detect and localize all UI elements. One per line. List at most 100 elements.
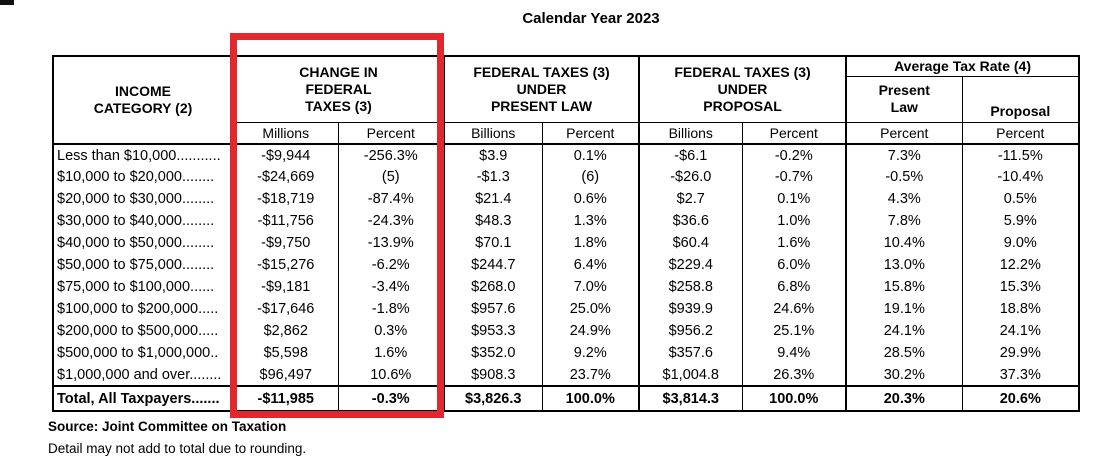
subheader-change-millions: Millions bbox=[232, 121, 338, 145]
total-proposal-billions-cell: $3,814.3 bbox=[638, 385, 743, 411]
subheader-change-percent: Percent bbox=[337, 121, 444, 145]
total-present-percent-cell: 100.0% bbox=[541, 385, 640, 411]
proposal-billions-cell: $258.8 bbox=[638, 276, 743, 298]
change-percent-cell: -6.2% bbox=[337, 254, 444, 276]
proposal-percent-cell: 25.1% bbox=[741, 320, 847, 342]
income-category-cell: Less than $10,000........... bbox=[57, 147, 221, 164]
income-category-cell: $20,000 to $30,000........ bbox=[57, 191, 215, 207]
avg-rate-proposal-cell: -10.4% bbox=[961, 166, 1080, 188]
proposal-percent-cell: -0.7% bbox=[741, 166, 847, 188]
avg-rate-present-law-cell: -0.5% bbox=[845, 166, 963, 188]
income-category-cell: $500,000 to $1,000,000.. bbox=[57, 345, 219, 361]
present-law-billions-cell: $21.4 bbox=[443, 188, 542, 210]
proposal-percent-cell: -0.2% bbox=[741, 144, 847, 166]
proposal-billions-cell: $1,004.8 bbox=[638, 364, 743, 386]
present-law-billions-cell: $908.3 bbox=[443, 364, 542, 386]
present-law-billions-cell: $953.3 bbox=[443, 320, 542, 342]
present-law-percent-cell: 24.9% bbox=[541, 320, 640, 342]
table-row: $10,000 to $20,000........ -$24,669 (5) … bbox=[53, 166, 1080, 188]
present-law-percent-cell: (6) bbox=[541, 166, 640, 188]
page-title: Calendar Year 2023 bbox=[522, 10, 660, 27]
change-percent-cell: -256.3% bbox=[337, 144, 444, 166]
table-row: $30,000 to $40,000........ -$11,756 -24.… bbox=[53, 210, 1080, 232]
subheader-avg-present-percent: Percent bbox=[845, 121, 963, 145]
income-category-cell: $1,000,000 and over........ bbox=[57, 366, 222, 383]
subheader-present-billions: Billions bbox=[443, 121, 542, 145]
column-group-average-tax-rate: Average Tax Rate (4) bbox=[845, 56, 1080, 77]
present-law-billions-cell: $244.7 bbox=[443, 254, 542, 276]
present-law-percent-cell: 0.1% bbox=[541, 144, 640, 166]
total-category-cell: Total, All Taxpayers....... bbox=[53, 385, 233, 411]
present-law-percent-cell: 6.4% bbox=[541, 254, 640, 276]
avg-rate-present-law-cell: 19.1% bbox=[845, 298, 963, 320]
proposal-billions-cell: -$6.1 bbox=[638, 144, 743, 166]
proposal-billions-cell: $229.4 bbox=[638, 254, 743, 276]
avg-rate-present-law-cell: 24.1% bbox=[845, 320, 963, 342]
tax-table: INCOME CATEGORY (2) CHANGE IN FEDERAL TA… bbox=[52, 55, 1081, 412]
column-group-change-in-federal-taxes: CHANGE IN FEDERAL TAXES (3) bbox=[232, 56, 444, 122]
change-millions-cell: -$18,719 bbox=[232, 188, 338, 210]
present-law-billions-cell: $70.1 bbox=[443, 232, 542, 254]
change-millions-cell: -$24,669 bbox=[232, 166, 338, 188]
proposal-percent-cell: 24.6% bbox=[741, 298, 847, 320]
change-millions-cell: $2,862 bbox=[232, 320, 338, 342]
table-total: Total, All Taxpayers....... -$11,985 -0.… bbox=[53, 385, 1080, 411]
change-percent-cell: -13.9% bbox=[337, 232, 444, 254]
rounding-note: Detail may not add to total due to round… bbox=[48, 441, 307, 456]
proposal-billions-cell: $357.6 bbox=[638, 342, 743, 364]
total-proposal-percent-cell: 100.0% bbox=[741, 385, 847, 411]
change-millions-cell: -$17,646 bbox=[232, 298, 338, 320]
change-percent-cell: -24.3% bbox=[337, 210, 444, 232]
proposal-percent-cell: 26.3% bbox=[741, 364, 847, 386]
present-law-percent-cell: 7.0% bbox=[541, 276, 640, 298]
tax-table-container: INCOME CATEGORY (2) CHANGE IN FEDERAL TA… bbox=[52, 55, 1081, 412]
proposal-billions-cell: $60.4 bbox=[638, 232, 743, 254]
present-law-billions-cell: $957.6 bbox=[443, 298, 542, 320]
avg-rate-proposal-cell: 29.9% bbox=[961, 342, 1080, 364]
proposal-percent-cell: 0.1% bbox=[741, 188, 847, 210]
total-avg-proposal-cell: 20.6% bbox=[961, 385, 1080, 411]
present-law-percent-cell: 25.0% bbox=[541, 298, 640, 320]
avg-rate-proposal-cell: 5.9% bbox=[961, 210, 1080, 232]
total-avg-present-cell: 20.3% bbox=[845, 385, 963, 411]
avg-rate-present-law-cell: 7.3% bbox=[845, 144, 963, 166]
change-millions-cell: -$9,944 bbox=[232, 144, 338, 166]
present-law-percent-cell: 0.6% bbox=[541, 188, 640, 210]
proposal-billions-cell: $956.2 bbox=[638, 320, 743, 342]
proposal-percent-cell: 1.0% bbox=[741, 210, 847, 232]
column-group-federal-taxes-present-law: FEDERAL TAXES (3) UNDER PRESENT LAW bbox=[442, 56, 640, 122]
table-body: Less than $10,000........... -$9,944 -25… bbox=[53, 144, 1080, 386]
total-change-millions-cell: -$11,985 bbox=[232, 385, 338, 411]
change-percent-cell: -3.4% bbox=[337, 276, 444, 298]
present-law-percent-cell: 1.3% bbox=[541, 210, 640, 232]
proposal-percent-cell: 6.0% bbox=[741, 254, 847, 276]
column-header-income-category: INCOME CATEGORY (2) bbox=[53, 56, 233, 145]
change-percent-cell: -87.4% bbox=[337, 188, 444, 210]
present-law-billions-cell: $3.9 bbox=[443, 144, 542, 166]
avg-rate-present-law-cell: 28.5% bbox=[845, 342, 963, 364]
source-line: Source: Joint Committee on Taxation bbox=[48, 419, 287, 434]
change-millions-cell: -$15,276 bbox=[232, 254, 338, 276]
avg-rate-present-law-cell: 4.3% bbox=[845, 188, 963, 210]
proposal-billions-cell: $939.9 bbox=[638, 298, 743, 320]
income-category-cell: $75,000 to $100,000...... bbox=[57, 279, 215, 295]
proposal-percent-cell: 1.6% bbox=[741, 232, 847, 254]
column-header-proposal: Proposal bbox=[961, 76, 1080, 122]
proposal-billions-cell: $2.7 bbox=[638, 188, 743, 210]
present-law-percent-cell: 9.2% bbox=[541, 342, 640, 364]
avg-rate-proposal-cell: 24.1% bbox=[961, 320, 1080, 342]
proposal-billions-cell: $36.6 bbox=[638, 210, 743, 232]
column-header-present-law: Present Law bbox=[845, 76, 963, 122]
change-percent-cell: (5) bbox=[337, 166, 444, 188]
present-law-billions-cell: $268.0 bbox=[443, 276, 542, 298]
subheader-proposal-billions: Billions bbox=[638, 121, 743, 145]
income-category-cell: $200,000 to $500,000..... bbox=[57, 323, 219, 339]
income-category-cell: $50,000 to $75,000........ bbox=[57, 257, 215, 273]
avg-rate-proposal-cell: 12.2% bbox=[961, 254, 1080, 276]
avg-rate-proposal-cell: 37.3% bbox=[961, 364, 1080, 386]
present-law-percent-cell: 1.8% bbox=[541, 232, 640, 254]
table-header: INCOME CATEGORY (2) CHANGE IN FEDERAL TA… bbox=[53, 56, 1080, 145]
total-change-percent-cell: -0.3% bbox=[337, 385, 444, 411]
present-law-billions-cell: $352.0 bbox=[443, 342, 542, 364]
table-row: Less than $10,000........... -$9,944 -25… bbox=[53, 144, 1080, 166]
